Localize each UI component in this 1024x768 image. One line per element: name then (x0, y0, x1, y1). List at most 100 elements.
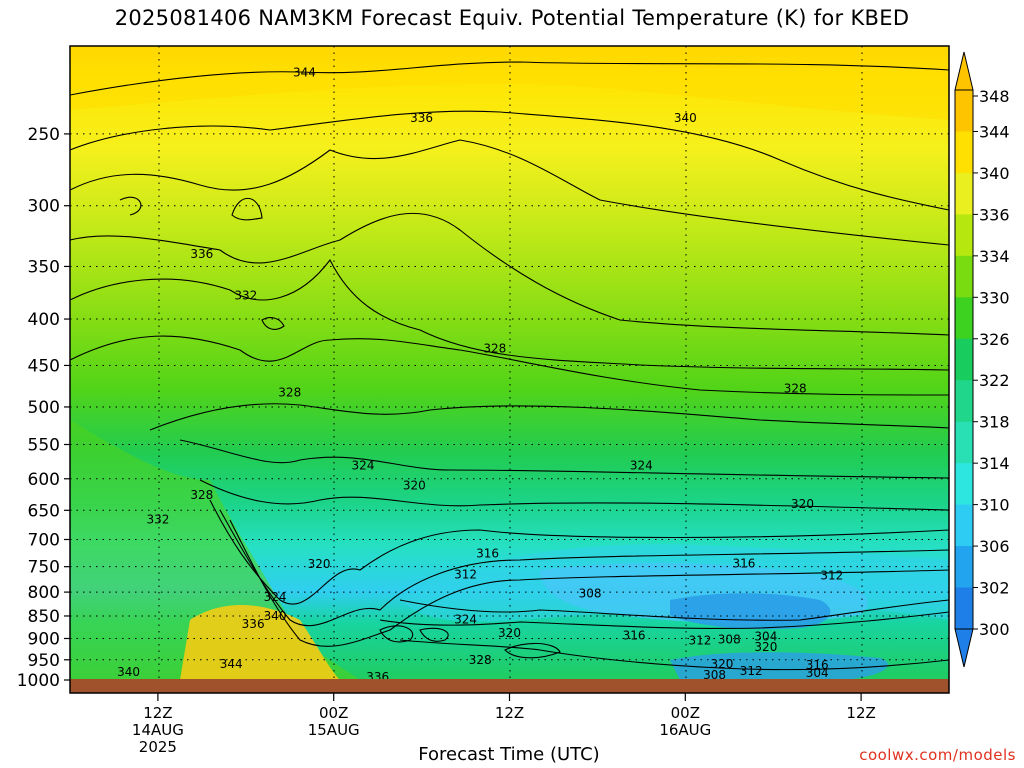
colorbar-label: 340 (979, 164, 1010, 183)
x-tick-label: 16AUG (659, 721, 711, 739)
colorbar-label: 326 (979, 330, 1010, 349)
contour-label: 308 (718, 632, 741, 646)
colorbar-frame (954, 89, 974, 630)
lower-left-green-region (70, 420, 360, 680)
contour-label: 332 (146, 512, 169, 526)
contour-label: 316 (476, 546, 499, 560)
contour-label: 312 (740, 664, 763, 678)
contour-label: 312 (688, 634, 711, 648)
y-tick-label: 300 (28, 197, 60, 217)
contour-label: 316 (806, 658, 829, 672)
colorbar-segment (955, 463, 973, 506)
upper-warm-region (70, 46, 949, 120)
y-tick-label: 500 (28, 398, 60, 418)
colorbar-label: 336 (979, 205, 1010, 224)
contour-label: 312 (820, 569, 843, 583)
ground-strip (70, 679, 949, 693)
contour-label: 336 (242, 617, 265, 631)
colorbar-label: 310 (979, 496, 1010, 515)
colorbar: 348 344 340 336 334 330 326 322 318 314 310 306 302 3… (954, 51, 1010, 668)
contour-lines (70, 61, 949, 671)
contour-label: 344 (220, 657, 243, 671)
x-axis-label: Forecast Time (UTC) (418, 744, 600, 765)
y-tick-label: 550 (28, 435, 60, 455)
colorbar-label: 330 (979, 288, 1010, 307)
contour-label: 336 (410, 111, 433, 125)
contour-label: 328 (483, 341, 506, 355)
contour-label: 304 (754, 629, 777, 643)
contour-label: 324 (454, 613, 477, 627)
x-tick-label: 14AUG (132, 721, 184, 739)
contour-label: 328 (278, 386, 301, 400)
contour-label: 328 (784, 381, 807, 395)
contour-label: 324 (352, 458, 375, 472)
colorbar-top-arrow (954, 51, 974, 91)
y-tick-label: 450 (28, 356, 60, 376)
colorbar-segment (955, 90, 973, 132)
contour-label: 304 (806, 666, 829, 680)
colorbar-segment (955, 546, 973, 589)
contour-label: 320 (403, 478, 426, 492)
y-tick-label: 750 (28, 558, 60, 578)
x-tick-label: 12Z (846, 704, 875, 722)
contour-label: 324 (264, 590, 287, 604)
colorbar-segment (955, 131, 973, 174)
contour-label: 320 (754, 640, 777, 654)
y-tick-label: 900 (28, 629, 60, 649)
y-tick-label: 400 (28, 310, 60, 330)
contour-label: 320 (498, 626, 521, 640)
x-tick-label: 15AUG (308, 721, 360, 739)
y-tick-label: 800 (28, 583, 60, 603)
colorbar-label: 300 (979, 620, 1010, 639)
y-tick-label: 650 (28, 501, 60, 521)
contour-label: 336 (190, 247, 213, 261)
x-tick-label: 12Z (143, 704, 172, 722)
surface-cool-core (670, 652, 888, 680)
colorbar-label: 322 (979, 371, 1010, 390)
contour-label: 328 (469, 653, 492, 667)
y-tick-label: 600 (28, 470, 60, 490)
contour-label: 344 (293, 66, 316, 80)
colorbar-segment (955, 380, 973, 423)
colorbar-segment (955, 338, 973, 381)
contour-label: 312 (454, 567, 477, 581)
x-tick-label: 12Z (495, 704, 524, 722)
contour-label: 324 (630, 458, 653, 472)
contour-label: 340 (674, 111, 697, 125)
colorbar-label: 344 (979, 122, 1010, 141)
contour-label: 320 (308, 557, 331, 571)
contour-label: 316 (732, 557, 755, 571)
y-tick-label: 850 (28, 607, 60, 627)
colorbar-segment (955, 255, 973, 298)
contour-label: 320 (710, 657, 733, 671)
contour-label: 320 (791, 497, 814, 511)
x-tick-label: 00Z (671, 704, 700, 722)
colorbar-segment (955, 587, 973, 630)
colorbar-label: 334 (979, 247, 1010, 266)
y-axis: 2503003504004505005506006507007508008509… (17, 125, 70, 691)
colorbar-label: 348 (979, 87, 1010, 106)
colorbar-segment (955, 297, 973, 340)
y-tick-label: 950 (28, 651, 60, 671)
y-tick-label: 700 (28, 530, 60, 550)
contour-label: 340 (264, 609, 287, 623)
contour-label: 308 (579, 587, 602, 601)
colorbar-label: 302 (979, 579, 1010, 598)
x-tick-label: 2025 (139, 738, 177, 756)
chart-title: 2025081406 NAM3KM Forecast Equiv. Potent… (114, 6, 910, 30)
contour-label: 336 (366, 670, 389, 684)
colorbar-segment (955, 214, 973, 257)
colorbar-bottom-arrow (954, 628, 974, 668)
colorbar-segment (955, 421, 973, 464)
contour-label: 316 (623, 628, 646, 642)
y-tick-label: 350 (28, 257, 60, 277)
surface-warm-pocket (180, 605, 340, 680)
colorbar-segment (955, 172, 973, 215)
contour-label: 308 (703, 668, 726, 682)
contour-label: 340 (117, 665, 140, 679)
colorbar-segment (955, 504, 973, 547)
